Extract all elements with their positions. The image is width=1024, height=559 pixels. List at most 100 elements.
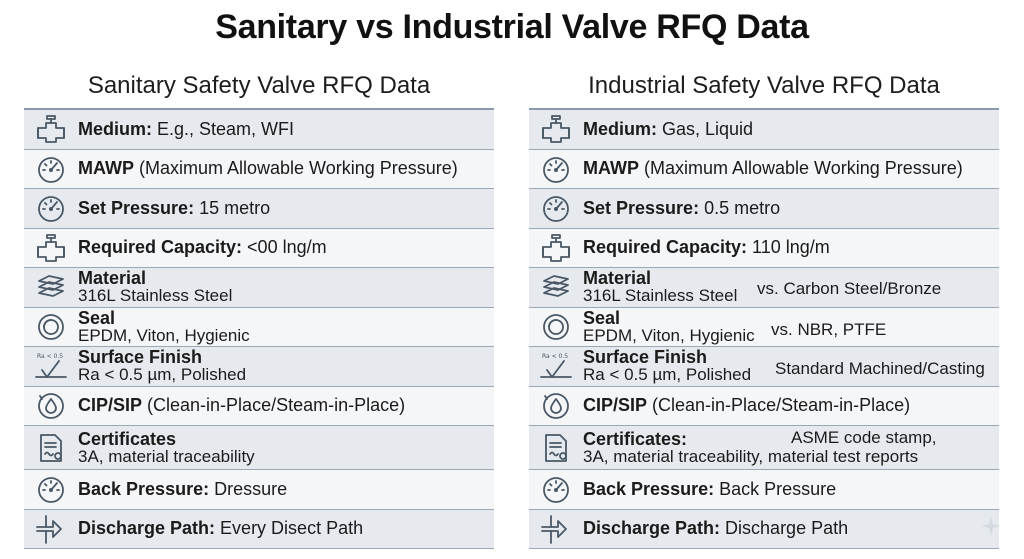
row-text: Medium: Gas, Liquid xyxy=(583,118,999,139)
seal-ring-icon xyxy=(529,308,583,346)
surface-finish-icon-text: Ra < 0.5 xyxy=(542,353,568,360)
row-label: Medium: xyxy=(583,118,657,139)
discharge-pipe-icon xyxy=(529,510,583,548)
row-text: Set Pressure: 0.5 metro xyxy=(583,197,999,218)
row-value: Back Pressure xyxy=(714,478,837,499)
gauge-icon xyxy=(24,189,78,227)
row-value: Gas, Liquid xyxy=(657,118,754,139)
material-layers-icon xyxy=(24,268,78,306)
row-text: Seal EPDM, Viton, Hygienic xyxy=(583,307,999,345)
row-text: Certificates: 3A, material traceability, … xyxy=(583,428,999,466)
row-text: CIP/SIP (Clean-in-Place/Steam-in-Place) xyxy=(78,396,494,415)
row-value: Ra < 0.5 µm, Polished xyxy=(78,365,247,385)
row-text: Back Pressure: Dressure xyxy=(78,478,494,499)
row-label: MAWP xyxy=(583,158,639,179)
row-label: Material xyxy=(583,268,652,289)
row-text: Required Capacity: 110 lng/m xyxy=(583,238,999,257)
row-value: <00 lng/m xyxy=(242,237,327,258)
row-comparison-note: ASME code stamp, xyxy=(791,428,937,447)
row-label: CIP/SIP xyxy=(78,395,143,416)
table-row: Seal EPDM, Viton, Hygienic vs. NBR, PTFE xyxy=(529,307,999,347)
surface-finish-icon: Ra < 0.5 xyxy=(529,347,583,385)
table-row: Medium: Gas, Liquid xyxy=(529,110,999,150)
row-value: EPDM, Viton, Hygienic xyxy=(583,325,755,345)
gauge-icon xyxy=(529,150,583,188)
row-value: Discharge Path xyxy=(720,518,849,539)
row-label: Seal xyxy=(78,307,116,328)
sanitary-panel: Sanitary Safety Valve RFQ Data Medium: E… xyxy=(24,70,494,549)
certificate-icon xyxy=(529,429,583,467)
row-text: CIP/SIP (Clean-in-Place/Steam-in-Place) xyxy=(583,396,999,415)
table-row: Ra < 0.5 Surface Finish Ra < 0.5 µm, Polis… xyxy=(24,347,494,387)
row-label: Surface Finish xyxy=(78,347,203,368)
row-label: Surface Finish xyxy=(583,347,708,368)
row-value: 316L Stainless Steel xyxy=(583,286,738,306)
table-row: Set Pressure: 0.5 metro xyxy=(529,189,999,229)
row-label: Material xyxy=(78,268,147,289)
row-label: Seal xyxy=(583,307,621,328)
valve-icon xyxy=(529,110,583,148)
table-row: Discharge Path: Discharge Path xyxy=(529,509,999,549)
gauge-icon xyxy=(24,150,78,188)
row-text: MAWP (Maximum Allowable Working Pressure… xyxy=(583,159,999,178)
row-text: Set Pressure: 15 metro xyxy=(78,197,494,218)
row-value: 3A, material traceability xyxy=(78,446,255,466)
row-value: EPDM, Viton, Hygienic xyxy=(78,325,250,345)
cip-drop-icon xyxy=(24,387,78,425)
gauge-icon xyxy=(529,470,583,508)
row-value: 15 metro xyxy=(194,197,271,218)
discharge-pipe-icon xyxy=(24,510,78,548)
gauge-icon xyxy=(529,189,583,227)
row-value: E.g., Steam, WFI xyxy=(152,118,295,139)
row-text: Certificates 3A, material traceability xyxy=(78,428,494,466)
table-row: Certificates: 3A, material traceability, … xyxy=(529,426,999,470)
certificate-icon xyxy=(24,429,78,467)
row-value: Dressure xyxy=(209,478,288,499)
row-text: MAWP (Maximum Allowable Working Pressure… xyxy=(78,159,494,178)
row-value: (Clean-in-Place/Steam-in-Place) xyxy=(142,395,406,416)
valve-icon xyxy=(24,110,78,148)
row-label: Back Pressure: xyxy=(78,478,210,499)
table-row: Required Capacity: 110 lng/m xyxy=(529,228,999,268)
row-label: Medium: xyxy=(78,118,152,139)
row-label: Discharge Path: xyxy=(583,518,721,539)
gauge-icon xyxy=(24,470,78,508)
row-label: CIP/SIP xyxy=(583,395,648,416)
row-text: Material 316L Stainless Steel xyxy=(78,268,494,306)
table-row: Required Capacity: <00 lng/m xyxy=(24,228,494,268)
sanitary-panel-title: Sanitary Safety Valve RFQ Data xyxy=(87,72,431,99)
row-label: Back Pressure: xyxy=(583,478,715,499)
row-value: (Clean-in-Place/Steam-in-Place) xyxy=(647,395,911,416)
cip-drop-icon xyxy=(529,387,583,425)
row-text: Material 316L Stainless Steel xyxy=(583,268,999,306)
row-label: Discharge Path: xyxy=(78,518,216,539)
row-value: 3A, material traceability, material test… xyxy=(583,446,919,466)
table-row: Discharge Path: Every Disect Path xyxy=(24,509,494,549)
row-label: Certificates xyxy=(78,428,177,449)
industrial-panel: Industrial Safety Valve RFQ Data Medium:… xyxy=(529,70,999,549)
material-layers-icon xyxy=(529,268,583,306)
row-comparison-note: vs. Carbon Steel/Bronze xyxy=(757,279,942,298)
table-row: Back Pressure: Back Pressure xyxy=(529,470,999,510)
table-row: Set Pressure: 15 metro xyxy=(24,189,494,229)
table-row: MAWP (Maximum Allowable Working Pressure… xyxy=(529,149,999,189)
row-label: Set Pressure: xyxy=(78,197,195,218)
industrial-table: Medium: Gas, Liquid MAWP (Maximum Allowab… xyxy=(529,108,999,549)
row-label: Certificates: xyxy=(583,428,688,449)
valve-icon xyxy=(24,229,78,267)
row-text: Discharge Path: Every Disect Path xyxy=(78,519,494,538)
table-row: Material 316L Stainless Steel vs. Carbon S… xyxy=(529,268,999,308)
row-text: Medium: E.g., Steam, WFI xyxy=(78,118,494,139)
row-text: Back Pressure: Back Pressure xyxy=(583,478,999,499)
row-value: 316L Stainless Steel xyxy=(78,286,233,306)
table-row: Medium: E.g., Steam, WFI xyxy=(24,110,494,150)
row-value: 0.5 metro xyxy=(699,197,781,218)
seal-ring-icon xyxy=(24,308,78,346)
row-value: Ra < 0.5 µm, Polished xyxy=(583,365,752,385)
table-row: Certificates 3A, material traceability xyxy=(24,426,494,470)
table-row: CIP/SIP (Clean-in-Place/Steam-in-Place) xyxy=(529,386,999,426)
row-text: Surface Finish Ra < 0.5 µm, Polished xyxy=(78,347,494,385)
row-text: Surface Finish Ra < 0.5 µm, Polished xyxy=(583,347,999,385)
table-row: Ra < 0.5 Surface Finish Ra < 0.5 µm, Polis… xyxy=(529,347,999,387)
table-row: Material 316L Stainless Steel xyxy=(24,268,494,308)
